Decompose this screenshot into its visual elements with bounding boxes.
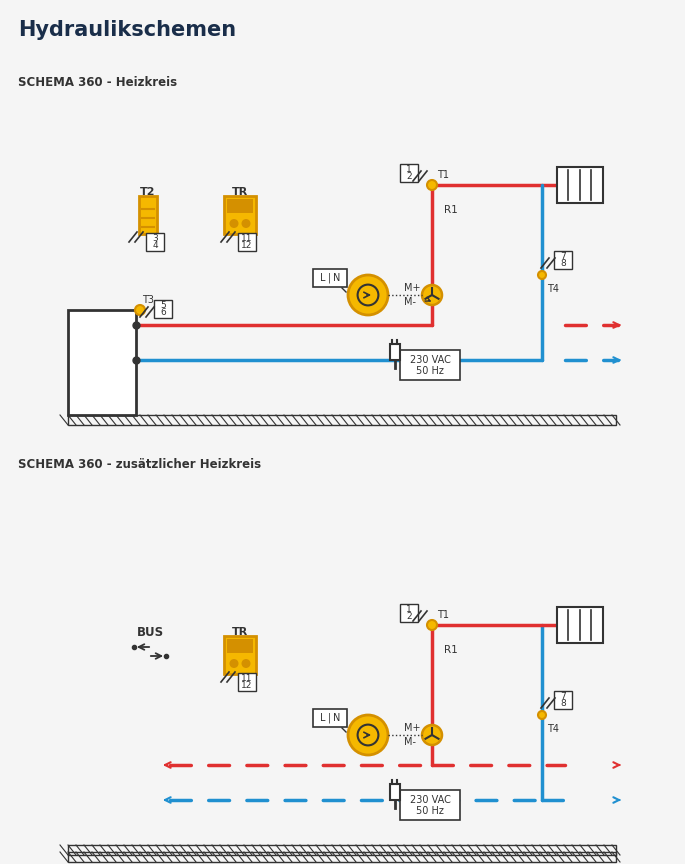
Bar [554, 251, 572, 269]
Text: 4: 4 [152, 241, 158, 251]
Text: |: | [327, 273, 331, 283]
Circle shape [229, 219, 238, 228]
Text: R1: R1 [444, 645, 458, 655]
Bar [390, 784, 400, 800]
Circle shape [348, 715, 388, 755]
Text: 12: 12 [241, 241, 253, 251]
Bar [154, 300, 172, 318]
Text: R1: R1 [444, 205, 458, 215]
Text: 6: 6 [160, 308, 166, 317]
Text: T3: T3 [142, 295, 154, 305]
Bar [400, 604, 418, 622]
Text: T2: T2 [140, 187, 155, 197]
Text: BUS: BUS [136, 626, 164, 638]
Text: 2: 2 [406, 173, 412, 181]
Text: M-: M- [404, 737, 416, 747]
Text: T1: T1 [437, 610, 449, 620]
Text: N: N [334, 273, 340, 283]
Bar [224, 636, 256, 674]
Bar [313, 269, 347, 287]
Text: 1: 1 [406, 165, 412, 175]
Circle shape [427, 620, 437, 630]
Bar [227, 199, 253, 213]
Circle shape [242, 659, 251, 668]
Bar [139, 196, 157, 234]
Bar [554, 691, 572, 709]
Text: 11: 11 [241, 674, 253, 683]
Bar [68, 852, 616, 862]
Text: M+: M+ [404, 723, 421, 733]
Bar [400, 350, 460, 380]
Circle shape [229, 659, 238, 668]
Bar [557, 167, 603, 203]
Text: Hydraulikschemen: Hydraulikschemen [18, 20, 236, 40]
Circle shape [242, 219, 251, 228]
Bar [0, 0, 685, 58]
Text: 2: 2 [406, 613, 412, 621]
Text: T4: T4 [547, 284, 559, 294]
Text: 3: 3 [152, 234, 158, 244]
Text: 8: 8 [560, 259, 566, 269]
Text: M-: M- [404, 297, 416, 307]
Text: 230 VAC: 230 VAC [410, 355, 451, 365]
Circle shape [348, 275, 388, 315]
Text: 12: 12 [241, 682, 253, 690]
Text: N: N [334, 713, 340, 723]
Circle shape [538, 271, 546, 279]
Bar [68, 415, 616, 425]
Text: 50 Hz: 50 Hz [416, 366, 444, 376]
Bar [390, 344, 400, 360]
Bar [146, 233, 164, 251]
Text: 8: 8 [560, 700, 566, 708]
Circle shape [422, 285, 442, 305]
Text: 1: 1 [406, 606, 412, 614]
Text: TR: TR [232, 627, 248, 637]
Text: 230 VAC: 230 VAC [410, 795, 451, 805]
Bar [400, 790, 460, 820]
Text: L: L [321, 273, 326, 283]
Text: M+: M+ [404, 283, 421, 293]
Text: SCHEMA 360 - Heizkreis: SCHEMA 360 - Heizkreis [18, 75, 177, 88]
Text: 50 Hz: 50 Hz [416, 806, 444, 816]
Text: 7: 7 [560, 692, 566, 702]
Text: L: L [321, 713, 326, 723]
Text: T4: T4 [547, 724, 559, 734]
Bar [227, 639, 253, 653]
Bar [557, 607, 603, 643]
Bar [68, 310, 136, 415]
Bar [238, 673, 256, 691]
Text: 11: 11 [241, 234, 253, 244]
Circle shape [427, 180, 437, 190]
Bar [400, 164, 418, 182]
Text: SCHEMA 360 - zusätzlicher Heizkreis: SCHEMA 360 - zusätzlicher Heizkreis [18, 459, 261, 472]
Bar [313, 709, 347, 727]
Text: TR: TR [232, 187, 248, 197]
Circle shape [135, 305, 145, 315]
Text: |: | [327, 713, 331, 723]
Bar [68, 845, 616, 855]
Circle shape [422, 725, 442, 745]
Bar [238, 233, 256, 251]
Circle shape [538, 711, 546, 719]
Bar [224, 196, 256, 234]
Text: T1: T1 [437, 170, 449, 180]
Text: 7: 7 [560, 252, 566, 261]
Text: 5: 5 [160, 302, 166, 310]
